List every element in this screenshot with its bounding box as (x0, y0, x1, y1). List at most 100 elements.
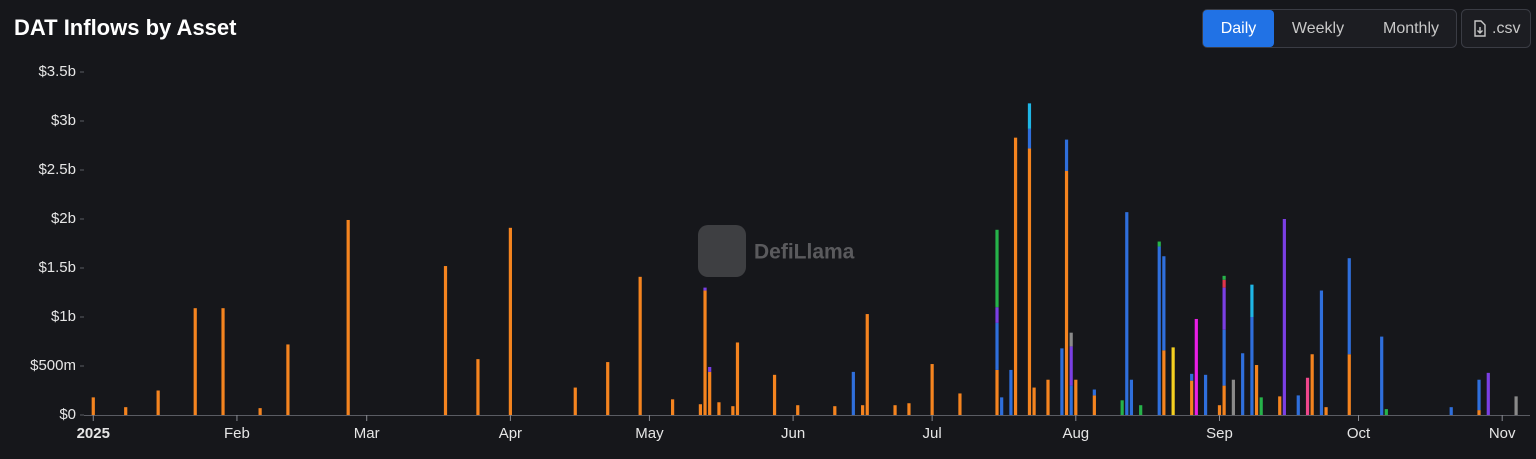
bar-segment (1319, 290, 1324, 415)
bar-segment (1217, 405, 1222, 415)
bar-segment (1009, 369, 1013, 415)
bar-segment (995, 229, 999, 308)
bar-segment (1027, 128, 1032, 149)
bar-segment (1000, 397, 1004, 415)
bar-segment (958, 393, 962, 415)
bar-segment (930, 364, 934, 415)
bar-segment (443, 266, 448, 415)
bar-segment (1157, 241, 1161, 247)
bar-segment (1092, 395, 1096, 415)
bar-segment (156, 390, 160, 415)
bar-segment (1222, 329, 1226, 386)
bar-segment (1060, 348, 1064, 415)
y-tick-label: $1.5b (38, 259, 76, 276)
y-tick-label: $3.5b (38, 63, 76, 80)
bar-segment (995, 322, 999, 370)
download-icon[interactable] (1474, 20, 1486, 37)
y-tick-label: $2b (51, 210, 76, 227)
bar-segment (1120, 400, 1124, 415)
bar-segment (708, 371, 712, 415)
csv-button[interactable]: .csv (1461, 9, 1531, 48)
interval-switch: Daily Weekly Monthly (1202, 9, 1457, 48)
bar-segment (1222, 275, 1226, 280)
bar-segment (1069, 385, 1073, 415)
bar-segment (1203, 374, 1208, 415)
bar-segment (1449, 407, 1453, 415)
bar-segment (1194, 318, 1198, 415)
csv-label[interactable]: .csv (1492, 20, 1520, 37)
bar-segment (708, 366, 712, 372)
bar-segment (221, 308, 225, 415)
y-tick-label: $2.5b (38, 161, 76, 178)
bar-segment (907, 403, 911, 415)
bar-segment (1171, 347, 1175, 415)
interval-button-active[interactable] (1203, 10, 1274, 47)
x-tick-label: Feb (224, 425, 250, 442)
bar-segment (1069, 346, 1073, 386)
bar-segment (258, 408, 262, 415)
x-tick-label: Aug (1062, 425, 1089, 442)
interval-button[interactable]: Monthly (1383, 20, 1439, 37)
bar-segment (1157, 246, 1161, 415)
bar-segment (508, 227, 512, 415)
x-tick-label: Sep (1206, 425, 1233, 442)
bar-segment (1250, 284, 1254, 317)
interval-button[interactable]: Weekly (1292, 20, 1344, 37)
watermark-logo (698, 225, 746, 277)
x-tick-label: Apr (499, 425, 522, 442)
bar-segment (1384, 409, 1388, 415)
y-tick-label: $0 (59, 406, 76, 423)
bars (91, 103, 1518, 415)
x-tick-label: Oct (1347, 425, 1371, 442)
x-tick-label: 2025 (77, 425, 110, 442)
x-tick-label: Mar (354, 425, 380, 442)
bar-segment (851, 371, 855, 415)
x-tick-label: Jun (781, 425, 805, 442)
bar-segment (833, 406, 837, 415)
bar-segment (1125, 212, 1129, 415)
bar-segment (91, 397, 95, 415)
x-tick-label: May (635, 425, 664, 442)
bar-segment (1064, 139, 1069, 171)
bar-segment (861, 405, 865, 415)
y-tick-label: $1b (51, 308, 76, 325)
x-tick-label: Nov (1489, 425, 1516, 442)
bar-segment (1259, 397, 1263, 415)
bar-segment (1477, 379, 1481, 411)
y-tick-label: $500m (30, 357, 76, 374)
bar-segment (286, 344, 290, 415)
bar-segment (1305, 377, 1310, 415)
csv-frame[interactable] (1461, 9, 1531, 48)
bar-segment (1310, 354, 1314, 415)
bar-segment (1032, 387, 1036, 415)
bar-segment (573, 387, 577, 415)
bar-segment (670, 399, 675, 415)
bar-segment (1231, 379, 1235, 415)
bar-segment (1190, 380, 1194, 415)
bar-segment (796, 405, 800, 415)
bar-segment (1324, 407, 1328, 415)
bar-segment (1380, 336, 1384, 415)
bar-segment (1296, 395, 1300, 415)
interval-button[interactable]: Daily (1221, 20, 1257, 37)
bar-segment (1282, 219, 1286, 415)
bar-segment (1013, 137, 1018, 415)
bar-segment (1250, 317, 1254, 415)
bar-segment (1139, 405, 1143, 415)
bar-segment (703, 290, 707, 415)
y-tick-label: $3b (51, 112, 76, 129)
bar-segment (1069, 332, 1073, 347)
bar-segment (1347, 258, 1351, 355)
bar-segment (1514, 396, 1518, 415)
bar-segment (606, 362, 610, 415)
bar-segment (1347, 354, 1351, 415)
bar-segment (703, 287, 707, 291)
bar-segment (717, 402, 721, 415)
bar-segment (1092, 389, 1096, 396)
bar-segment (1190, 373, 1194, 381)
bar-segment (346, 219, 350, 415)
bar-segment (193, 308, 197, 415)
